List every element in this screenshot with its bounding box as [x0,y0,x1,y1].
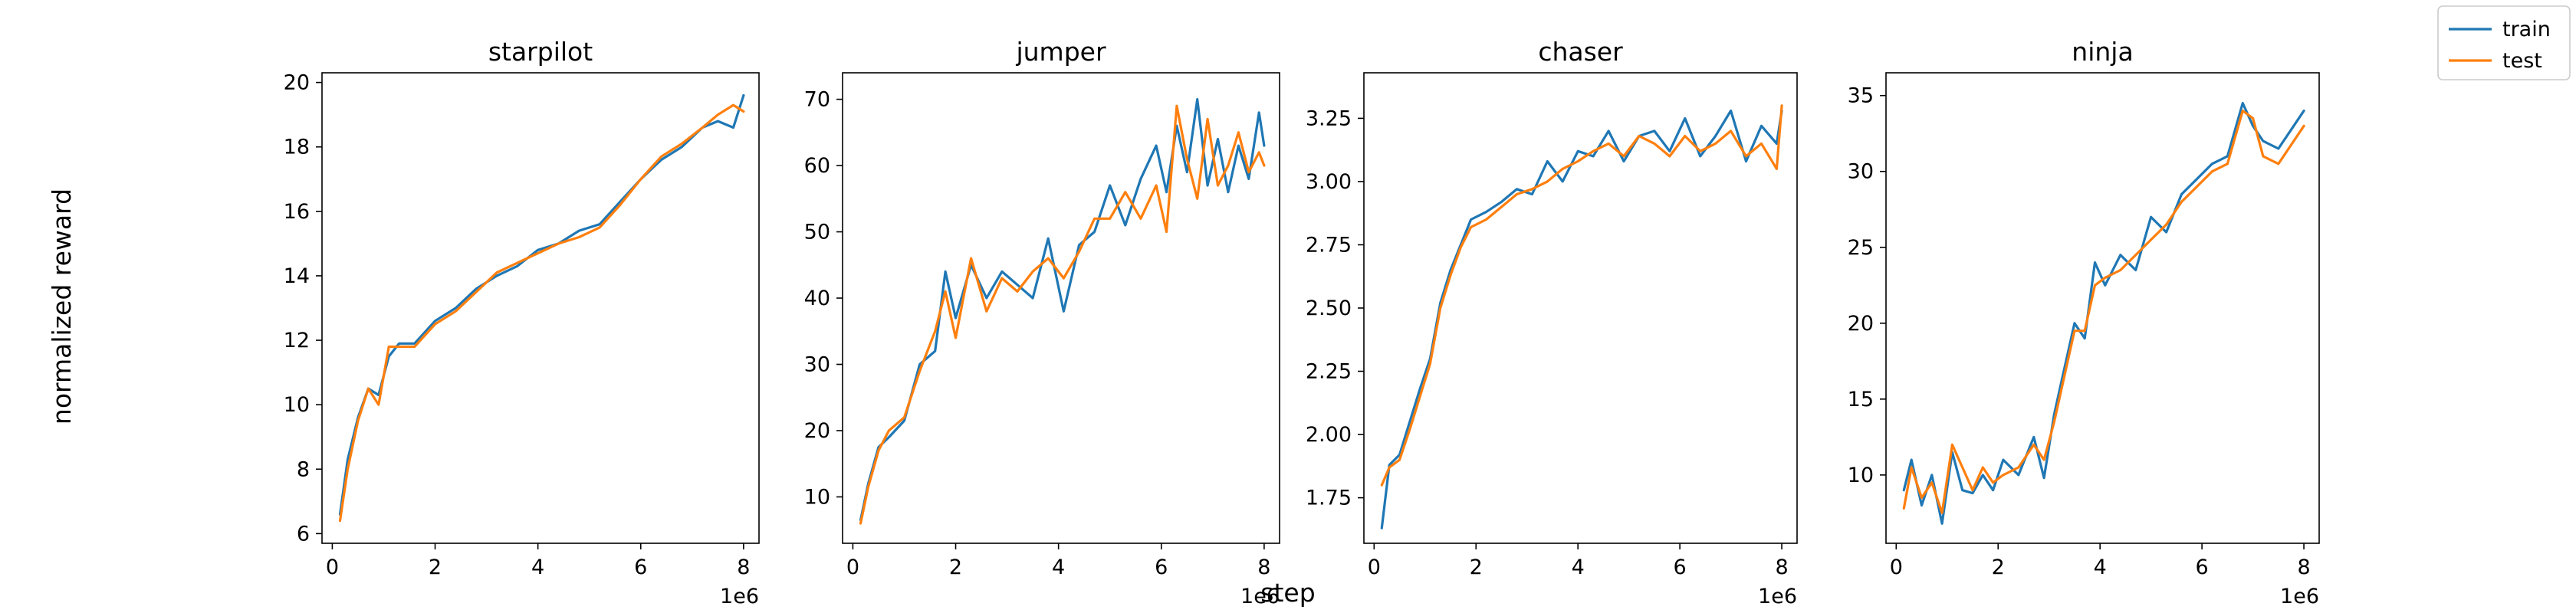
series-line-train [1902,102,2305,525]
y-tick-label: 10 [284,393,310,417]
y-tick-label: 16 [284,200,310,224]
series-line-test [338,103,745,523]
series-line-test [1902,109,2305,515]
y-tick-label: 3.00 [1306,170,1352,194]
axes-frame [1363,72,1798,544]
y-tick-label: 15 [1848,388,1874,411]
x-tick-label: 2 [1470,556,1483,579]
x-tick-label: 0 [846,556,859,579]
figure-ylabel: normalized reward [47,188,77,425]
x-tick-label: 6 [634,556,647,579]
y-tick-label: 2.75 [1306,233,1352,257]
y-tick-label: 2.00 [1306,423,1352,447]
subplot-title: jumper [1015,37,1106,67]
y-tick-label: 70 [804,88,830,112]
subplot-title: starpilot [488,37,593,67]
y-tick-label: 20 [1848,312,1874,336]
y-tick-label: 10 [1848,464,1874,487]
y-tick-label: 2.25 [1306,360,1352,384]
x-offset-text: 1e6 [720,585,759,608]
figure-xlabel: step [1260,578,1315,608]
x-tick-label: 2 [1992,556,2005,579]
x-tick-label: 4 [2094,556,2107,579]
y-tick-label: 1.75 [1306,487,1352,510]
series-line-train [859,98,1266,522]
y-tick-label: 20 [284,71,310,95]
x-tick-label: 0 [1890,556,1903,579]
axes-frame [842,72,1280,544]
x-tick-label: 8 [1257,556,1270,579]
subplot-chaser: chaser 0 2 4 6 8 1.75 2.00 2.25 2.50 2.75 3.00 3.25 1… [1306,37,1798,608]
x-tick-label: 2 [949,556,962,579]
subplot-title: chaser [1538,37,1623,67]
x-tick-label: 6 [2196,556,2209,579]
axes-frame [1885,72,2320,544]
y-tick-label: 50 [804,221,830,244]
x-tick-label: 8 [737,556,750,579]
y-tick-label: 60 [804,154,830,178]
x-tick-label: 6 [1674,556,1687,579]
x-tick-label: 8 [2297,556,2310,579]
y-tick-label: 3.25 [1306,107,1352,130]
y-tick-label: 14 [284,264,310,288]
x-tick-label: 6 [1155,556,1168,579]
y-tick-label: 25 [1848,236,1874,260]
y-tick-label: 6 [297,522,310,546]
y-tick-label: 8 [297,457,310,481]
y-tick-label: 30 [804,353,830,377]
series-line-train [338,93,745,516]
series-line-test [859,104,1266,525]
y-tick-label: 30 [1848,160,1874,184]
x-offset-text: 1e6 [1758,585,1797,608]
x-tick-label: 2 [429,556,442,579]
x-tick-label: 0 [1368,556,1381,579]
series-line-test [1380,104,1783,487]
x-tick-label: 4 [1572,556,1585,579]
y-tick-label: 40 [804,287,830,310]
legend-label-test: test [2502,49,2542,73]
axes-frame [321,72,760,544]
x-tick-label: 4 [531,556,544,579]
y-tick-label: 18 [284,136,310,159]
y-tick-label: 2.50 [1306,297,1352,320]
legend: train test [2437,5,2571,80]
x-offset-text: 1e6 [2280,585,2319,608]
x-offset-text: 1e6 [1240,585,1280,608]
subplot-title: ninja [2072,37,2133,67]
subplot-ninja: ninja 0 2 4 6 8 10 15 20 25 30 35 1e6 [1848,37,2320,608]
y-tick-label: 35 [1848,84,1874,108]
y-tick-label: 12 [284,329,310,352]
x-tick-label: 8 [1775,556,1788,579]
y-tick-label: 10 [804,485,830,509]
legend-label-train: train [2502,18,2551,41]
x-tick-label: 0 [326,556,339,579]
y-tick-label: 20 [804,419,830,443]
subplot-jumper: jumper 0 2 4 6 8 10 20 30 40 50 60 70 1e6 [804,37,1280,608]
subplot-starpilot: starpilot 0 2 4 6 8 6 8 10 12 14 16 18 20 1e6 [284,37,760,608]
x-tick-label: 4 [1052,556,1065,579]
series-line-train [1380,109,1783,529]
